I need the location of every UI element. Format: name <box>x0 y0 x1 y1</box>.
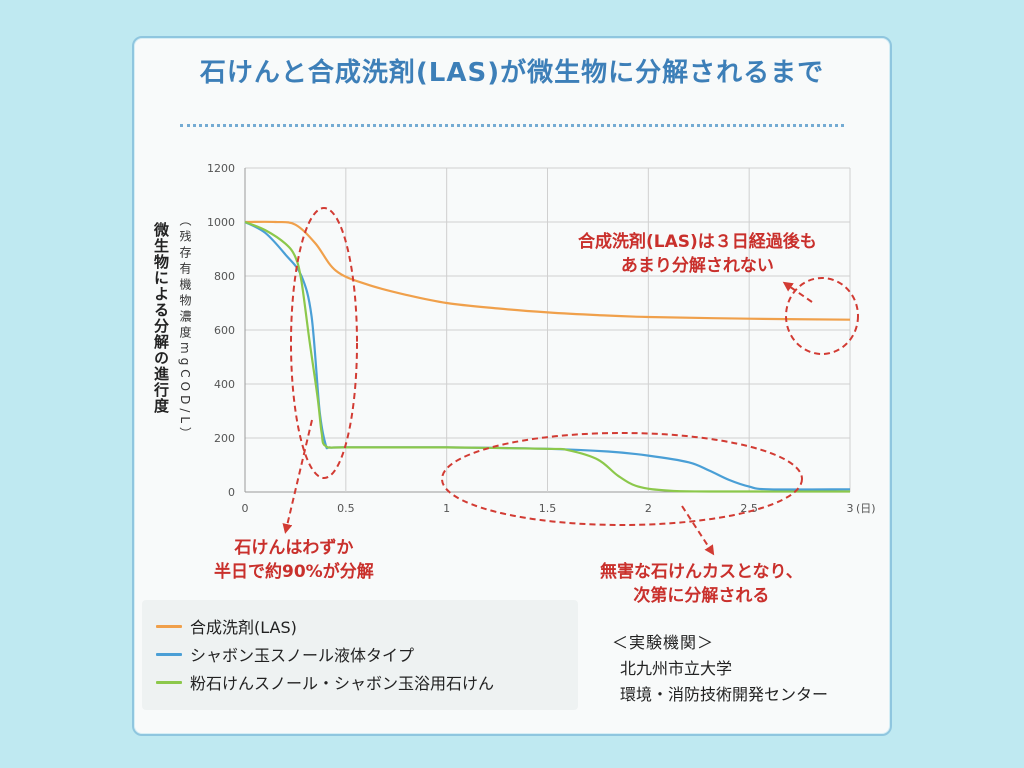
legend-swatch-las <box>156 624 182 628</box>
x-unit-label: (日) <box>856 502 876 515</box>
soap-arrow <box>282 419 313 534</box>
legend-swatch-powder <box>156 680 182 684</box>
y-tick-label: 800 <box>214 270 235 283</box>
x-tick-label: 3 <box>847 502 854 515</box>
title-divider <box>180 124 844 127</box>
legend-label-liquid: シャボン玉スノール液体タイプ <box>190 646 415 665</box>
x-tick-label: 0.5 <box>337 502 355 515</box>
x-ticks: 0 0.5 1 1.5 2 2.5 3 (日) <box>242 502 876 515</box>
y-ticks: 0 200 400 600 800 1000 1200 <box>207 162 235 499</box>
annotation-markers <box>282 207 859 556</box>
residue-arrow <box>681 505 715 556</box>
x-tick-label: 1.5 <box>539 502 557 515</box>
credit-line-2: 環境・消防技術開発センター <box>620 685 829 704</box>
chart-legend: 合成洗剤(LAS) シャボン玉スノール液体タイプ 粉石けんスノール・シャボン玉浴… <box>142 600 578 710</box>
residue-annotation-line-2: 次第に分解される <box>633 586 770 606</box>
x-tick-label: 1 <box>443 502 450 515</box>
legend-label-powder: 粉石けんスノール・シャボン玉浴用石けん <box>190 674 495 693</box>
legend-item-liquid: シャボン玉スノール液体タイプ <box>156 642 414 666</box>
las-arrow <box>782 281 813 303</box>
y-tick-label: 1200 <box>207 162 235 175</box>
soap-annotation: 石けんはわずか 半日で約90%が分解 <box>214 536 374 584</box>
soap-highlight-ellipse <box>290 207 358 479</box>
credit-line-1: 北九州市立大学 <box>620 659 733 678</box>
residue-annotation-line-1: 無害な石けんカスとなり、 <box>600 562 803 582</box>
experiment-credit: ＜実験機関＞ 北九州市立大学 環境・消防技術開発センター <box>612 630 828 708</box>
residue-highlight-ellipse <box>441 432 803 526</box>
x-tick-label: 0 <box>242 502 249 515</box>
grid-lines <box>244 167 851 493</box>
las-annotation-line-2: あまり分解されない <box>620 256 774 276</box>
page-title: 石けんと合成洗剤(LAS)が微生物に分解されるまで <box>199 58 825 88</box>
x-tick-label: 2.5 <box>740 502 758 515</box>
y-axis-label: 微生物による分解の進行度 <box>152 222 170 414</box>
y-axis-sublabel: （残存有機物濃度mgCOD/L） <box>178 214 192 444</box>
legend-item-las: 合成洗剤(LAS) <box>156 614 297 638</box>
series-line-powder <box>244 220 851 493</box>
y-tick-label: 200 <box>214 432 235 445</box>
las-highlight-ellipse <box>785 277 859 355</box>
y-tick-label: 1000 <box>207 216 235 229</box>
las-annotation: 合成洗剤(LAS)は３日経過後も あまり分解されない <box>578 230 817 278</box>
y-tick-label: 0 <box>228 486 235 499</box>
legend-item-powder: 粉石けんスノール・シャボン玉浴用石けん <box>156 670 494 694</box>
las-annotation-line-1: 合成洗剤(LAS)は３日経過後も <box>578 232 817 252</box>
x-tick-label: 2 <box>645 502 652 515</box>
residue-annotation: 無害な石けんカスとなり、 次第に分解される <box>600 560 803 608</box>
soap-annotation-line-2: 半日で約90%が分解 <box>214 562 374 582</box>
soap-annotation-line-1: 石けんはわずか <box>234 538 354 558</box>
series-lines <box>244 220 851 493</box>
y-tick-label: 400 <box>214 378 235 391</box>
legend-swatch-liquid <box>156 652 182 656</box>
series-line-las <box>244 220 851 321</box>
y-tick-label: 600 <box>214 324 235 337</box>
legend-label-las: 合成洗剤(LAS) <box>190 618 297 637</box>
credit-heading: ＜実験機関＞ <box>612 633 715 652</box>
